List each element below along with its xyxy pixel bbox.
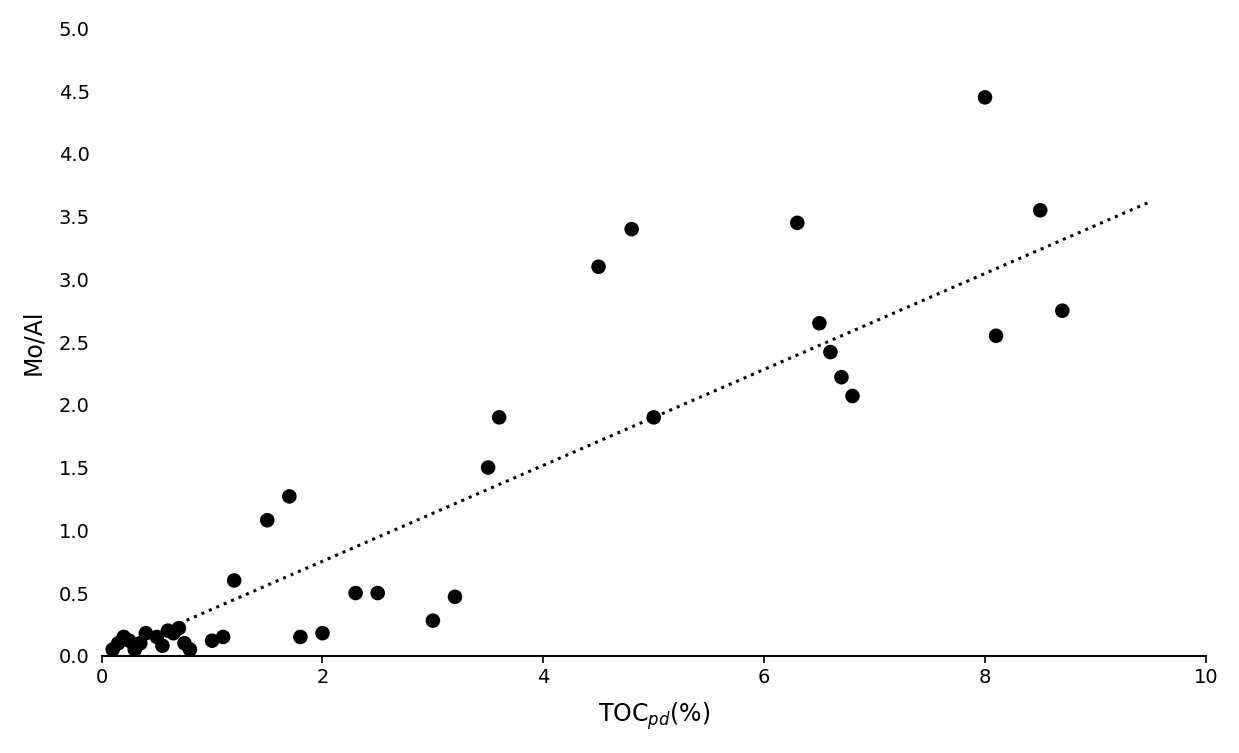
Point [975, 91, 995, 103]
Point [422, 614, 442, 626]
Point [831, 371, 851, 383]
Point [114, 631, 134, 643]
Point [280, 490, 300, 502]
Point [175, 637, 195, 649]
Point [312, 627, 332, 639]
Point [589, 261, 608, 273]
Point [809, 317, 829, 329]
Point [103, 644, 123, 656]
Point [788, 217, 808, 229]
Y-axis label: Mo/Al: Mo/Al [21, 309, 45, 375]
Point [368, 587, 388, 599]
Point [108, 637, 128, 649]
Point [136, 627, 156, 639]
Point [180, 644, 199, 656]
Point [147, 631, 167, 643]
Point [290, 631, 310, 643]
Point [130, 637, 150, 649]
Point [820, 346, 840, 358]
Point [119, 635, 139, 647]
Point [213, 631, 233, 643]
Point [202, 635, 222, 647]
Point [224, 575, 244, 587]
Point [169, 622, 188, 634]
Point [986, 330, 1006, 342]
Point [258, 514, 278, 526]
Point [478, 462, 498, 474]
Point [1031, 204, 1051, 216]
Point [152, 640, 172, 652]
Point [489, 411, 509, 423]
Point [843, 390, 862, 402]
Point [346, 587, 366, 599]
Point [445, 591, 465, 603]
Point [622, 223, 642, 235]
Point [125, 644, 145, 656]
Point [164, 627, 183, 639]
Point [159, 625, 178, 637]
Point [1052, 305, 1072, 317]
X-axis label: TOC$_{pd}$(%): TOC$_{pd}$(%) [597, 700, 710, 732]
Point [644, 411, 664, 423]
